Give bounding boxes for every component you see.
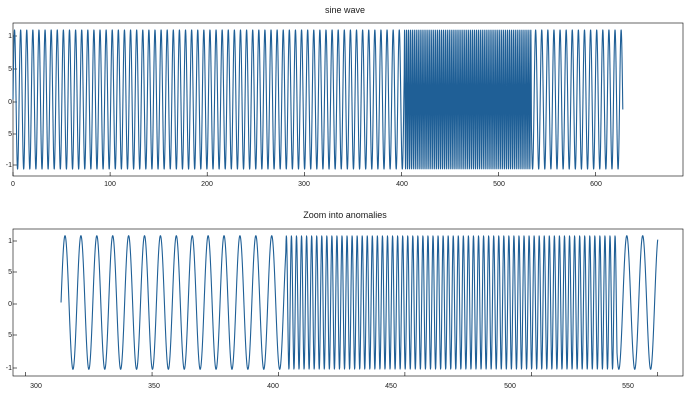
x-tick-label: 550 bbox=[622, 383, 634, 390]
y-tick-label: 5 bbox=[8, 66, 12, 73]
x-tick-label: 300 bbox=[30, 383, 42, 390]
y-tick-label: 5 bbox=[8, 332, 12, 339]
x-tick-label: 600 bbox=[590, 181, 602, 188]
y-tick-label: -1 bbox=[6, 162, 12, 169]
x-tick-label: 200 bbox=[201, 181, 213, 188]
x-axis: 300 350 400 450 500 550 bbox=[30, 383, 634, 390]
chart-title: Zoom into anomalies bbox=[303, 210, 387, 220]
y-tick-label: 0 bbox=[8, 301, 12, 308]
x-tick-label: 400 bbox=[267, 383, 279, 390]
panel-zoom-anomalies: Zoom into anomalies 1 5 0 5 -1 300 350 4… bbox=[6, 210, 684, 390]
y-axis: 1 5 0 5 -1 bbox=[6, 238, 12, 372]
y-axis: 1 5 0 5 -1 bbox=[6, 33, 12, 169]
y-tick-label: 1 bbox=[8, 238, 12, 245]
chart-title: sine wave bbox=[325, 5, 365, 15]
x-tick-label: 100 bbox=[104, 181, 116, 188]
x-tick-label: 300 bbox=[298, 181, 310, 188]
x-tick-label: 500 bbox=[493, 181, 505, 188]
y-tick-label: 5 bbox=[8, 131, 12, 138]
tick-marks bbox=[13, 240, 659, 376]
x-tick-label: 350 bbox=[148, 383, 160, 390]
x-tick-label: 0 bbox=[11, 181, 15, 188]
y-tick-label: 1 bbox=[8, 33, 12, 40]
y-tick-label: 5 bbox=[8, 269, 12, 276]
series-line bbox=[12, 29, 624, 170]
plot-frame bbox=[12, 228, 684, 377]
x-tick-label: 450 bbox=[385, 383, 397, 390]
x-tick-label: 500 bbox=[504, 383, 516, 390]
x-axis: 0 100 200 300 400 500 600 bbox=[11, 181, 602, 188]
x-tick-label: 400 bbox=[396, 181, 408, 188]
series-line bbox=[60, 235, 659, 370]
y-tick-label: 0 bbox=[8, 99, 12, 106]
y-tick-label: -1 bbox=[6, 365, 12, 372]
panel-sine-wave: sine wave 1 5 0 5 -1 0 100 200 300 400 5… bbox=[6, 5, 684, 188]
